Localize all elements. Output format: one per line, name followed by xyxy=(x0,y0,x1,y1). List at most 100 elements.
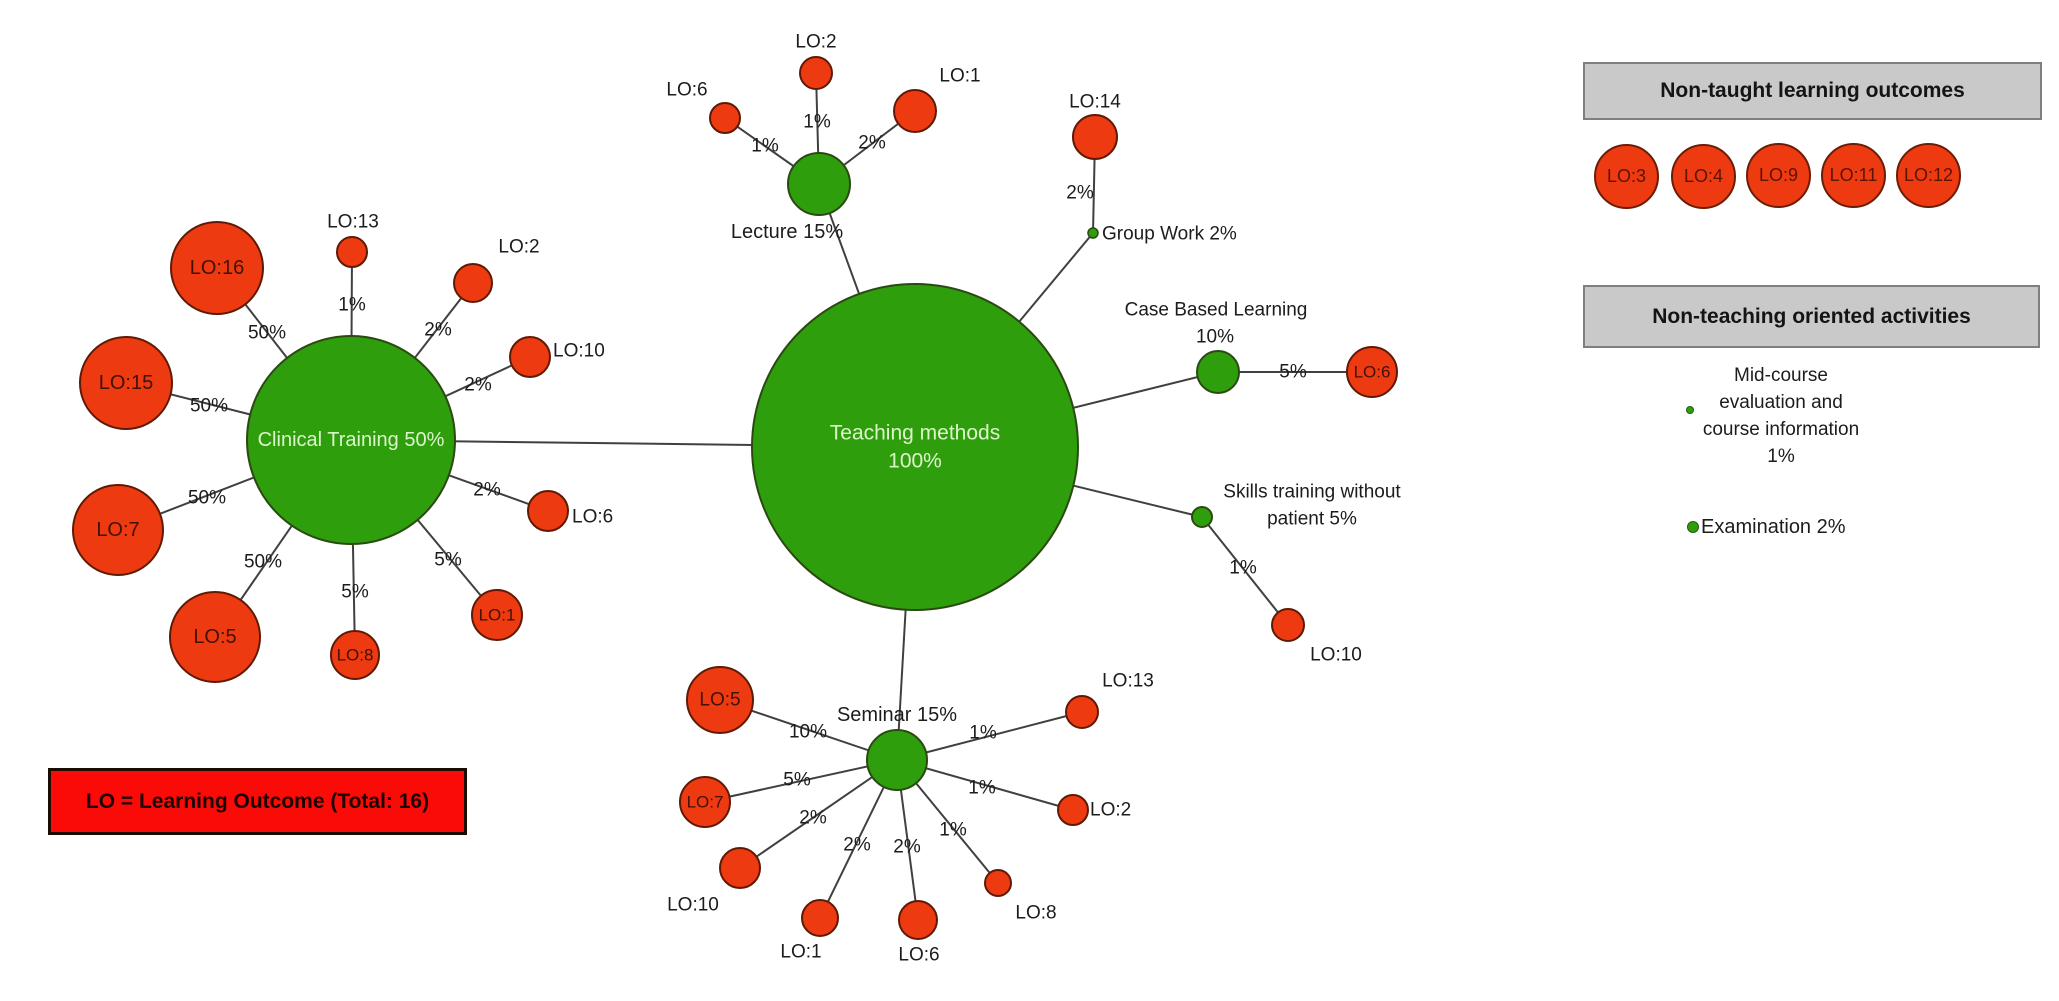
examination-label: Examination 2% xyxy=(1701,516,1846,538)
non-taught-lo-label: LO:12 xyxy=(1903,165,1954,185)
non-taught-lo-circle: LO:12 xyxy=(1896,143,1961,208)
pct-lec-lo1: 2% xyxy=(858,133,886,154)
node-sem-lo13 xyxy=(1065,695,1099,729)
label-ct-lo10: LO:10 xyxy=(553,341,605,362)
label-sem-lo2: LO:2 xyxy=(1090,800,1131,821)
pct-lec-lo6: 1% xyxy=(751,136,779,157)
node-ct xyxy=(246,335,456,545)
label-clinical-training: Clinical Training 50% xyxy=(258,429,445,451)
label-seminar: Seminar 15% xyxy=(837,704,957,726)
pct-ct-lo13: 1% xyxy=(338,295,366,316)
legend-box: LO = Learning Outcome (Total: 16) xyxy=(48,768,467,835)
edge-sk-sk-lo10 xyxy=(1201,516,1289,626)
label-cbl-lo6: LO:6 xyxy=(1354,363,1391,382)
label-ct-lo5: LO:5 xyxy=(193,626,236,648)
label-ct-lo2: LO:2 xyxy=(498,237,539,258)
non-taught-lo-label: LO:4 xyxy=(1683,166,1724,186)
node-gw xyxy=(1087,227,1099,239)
label-skills-training-1: Skills training without xyxy=(1223,482,1401,503)
non-taught-lo-label: LO:9 xyxy=(1758,165,1799,185)
label-sk-lo10: LO:10 xyxy=(1310,645,1362,666)
node-ct-lo16 xyxy=(170,221,264,315)
label-ct-lo7: LO:7 xyxy=(96,519,139,541)
label-case-based-learning: Case Based Learning xyxy=(1125,300,1308,321)
pct-ct-lo15: 50% xyxy=(190,396,228,417)
node-cbl xyxy=(1196,350,1240,394)
node-sem-lo1 xyxy=(801,899,839,937)
node-tm xyxy=(751,283,1079,611)
node-ct-lo7 xyxy=(72,484,164,576)
node-sem xyxy=(866,729,928,791)
panel-non-teaching-title: Non-teaching oriented activities xyxy=(1652,304,1971,328)
pct-sem-lo13: 1% xyxy=(969,723,997,744)
pct-ct-lo7: 50% xyxy=(188,488,226,509)
label-ct-lo1: LO:1 xyxy=(479,606,516,625)
pct-ct-lo6: 2% xyxy=(473,480,501,501)
node-lec-lo1 xyxy=(893,89,937,133)
pct-sem-lo6: 2% xyxy=(893,837,921,858)
panel-non-taught-title: Non-taught learning outcomes xyxy=(1660,79,1965,102)
node-sk xyxy=(1191,506,1213,528)
non-taught-lo-circle: LO:9 xyxy=(1746,143,1811,208)
node-ct-lo1 xyxy=(471,589,523,641)
label-lecture: Lecture 15% xyxy=(731,221,844,243)
non-taught-lo-circle: LO:4 xyxy=(1671,144,1736,209)
pct-sem-lo1: 2% xyxy=(843,835,871,856)
node-sem-lo6 xyxy=(898,900,938,940)
node-ct-lo5 xyxy=(169,591,261,683)
label-ct-lo15: LO:15 xyxy=(99,372,153,394)
legend-text: LO = Learning Outcome (Total: 16) xyxy=(85,789,430,813)
label-sem-lo1: LO:1 xyxy=(780,942,821,963)
midcourse-line: Mid-course xyxy=(1734,365,1828,386)
pct-cbl-lo6: 5% xyxy=(1279,362,1307,383)
midcourse-line: 1% xyxy=(1767,446,1795,467)
pct-ct-lo5: 50% xyxy=(244,552,282,573)
label-teaching-methods: Teaching methods xyxy=(830,422,1000,445)
label-ct-lo13: LO:13 xyxy=(327,212,379,233)
node-sem-lo8 xyxy=(984,869,1012,897)
midcourse-line: course information xyxy=(1702,419,1860,440)
label-gw-lo14: LO:14 xyxy=(1069,92,1121,113)
midcourse-line: evaluation and xyxy=(1719,392,1843,413)
label-lec-lo2: LO:2 xyxy=(795,32,836,53)
label-lec-lo1: LO:1 xyxy=(939,66,980,87)
pct-sk-lo10: 1% xyxy=(1229,558,1257,579)
pct-sem-lo10: 2% xyxy=(799,808,827,829)
pct-sem-lo5: 10% xyxy=(789,722,827,743)
pct-sem-lo8: 1% xyxy=(939,820,967,841)
node-sem-lo2 xyxy=(1057,794,1089,826)
node-ct-lo15 xyxy=(79,336,173,430)
midcourse-dot-icon xyxy=(1686,406,1694,414)
non-taught-lo-label: LO:3 xyxy=(1606,166,1647,186)
node-sk-lo10 xyxy=(1271,608,1305,642)
examination-item: Examination 2% xyxy=(1701,516,1846,538)
pct-ct-lo16: 50% xyxy=(248,323,286,344)
pct-sem-lo7: 5% xyxy=(783,770,811,791)
label-group-work: Group Work 2% xyxy=(1102,224,1237,245)
edge-sem-sem-lo13 xyxy=(896,711,1083,761)
pct-ct-lo2: 2% xyxy=(424,320,452,341)
label-sem-lo7: LO:7 xyxy=(687,793,724,812)
node-ct-lo2 xyxy=(453,263,493,303)
node-lec xyxy=(787,152,851,216)
node-gw-lo14 xyxy=(1072,114,1118,160)
edge-sem-sem-lo10 xyxy=(739,759,898,869)
edge-sem-sem-lo7 xyxy=(704,759,898,803)
node-ct-lo8 xyxy=(330,630,380,680)
pct-sem-lo2: 1% xyxy=(968,778,996,799)
node-ct-lo13 xyxy=(336,236,368,268)
node-sem-lo7 xyxy=(679,776,731,828)
node-sem-lo5 xyxy=(686,666,754,734)
label-sem-lo8: LO:8 xyxy=(1015,903,1056,924)
panel-non-taught-header: Non-taught learning outcomes xyxy=(1583,62,2042,120)
node-cbl-lo6 xyxy=(1346,346,1398,398)
label-ct-lo16: LO:16 xyxy=(190,257,244,279)
non-taught-lo-circle: LO:3 xyxy=(1594,144,1659,209)
node-lec-lo2 xyxy=(799,56,833,90)
label-teaching-methods-pct: 100% xyxy=(888,450,942,473)
node-ct-lo10 xyxy=(509,336,551,378)
label-skills-training-2: patient 5% xyxy=(1267,509,1357,530)
pct-gw-lo14: 2% xyxy=(1066,183,1094,204)
node-ct-lo6 xyxy=(527,490,569,532)
non-taught-lo-label: LO:11 xyxy=(1829,165,1878,185)
